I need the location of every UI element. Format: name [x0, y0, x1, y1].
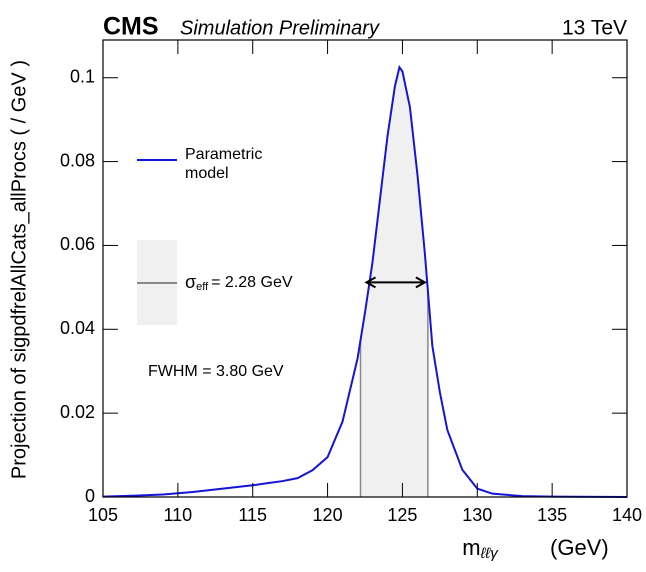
y-tick-label: 0.1 [70, 66, 95, 86]
y-tick-label: 0 [85, 486, 95, 506]
x-tick-label: 125 [387, 505, 417, 525]
subtitle: Simulation Preliminary [180, 17, 380, 39]
fwhm-label: FWHM = 3.80 GeV [148, 363, 284, 380]
experiment: CMS [103, 13, 159, 41]
x-unit: (GeV) [550, 535, 609, 560]
y-tick-label: 0.02 [60, 402, 95, 422]
sigma-label: σeff = 2.28 GeV [185, 272, 293, 293]
curve [102, 64, 628, 498]
x-tick-label: 140 [612, 505, 642, 525]
x-tick-label: 130 [462, 505, 492, 525]
y-tick-label: 0.04 [60, 318, 95, 338]
x-tick-label: 110 [164, 505, 193, 525]
x-tick-label: 120 [313, 505, 343, 525]
y-tick-label: 0.06 [60, 234, 95, 254]
legend-label: Parametric model [185, 146, 263, 182]
x-tick-label: 105 [88, 505, 118, 525]
y-label: Projection of sigpdfrelAllCats_allProcs … [8, 60, 30, 479]
x-label: mℓℓγ [462, 535, 499, 562]
x-tick-label: 135 [537, 505, 567, 525]
arrow-head [364, 276, 427, 289]
frame [102, 39, 628, 498]
energy: 13 TeV [562, 17, 627, 40]
y-tick-label: 0.08 [60, 150, 95, 170]
x-tick-label: 115 [238, 505, 267, 525]
